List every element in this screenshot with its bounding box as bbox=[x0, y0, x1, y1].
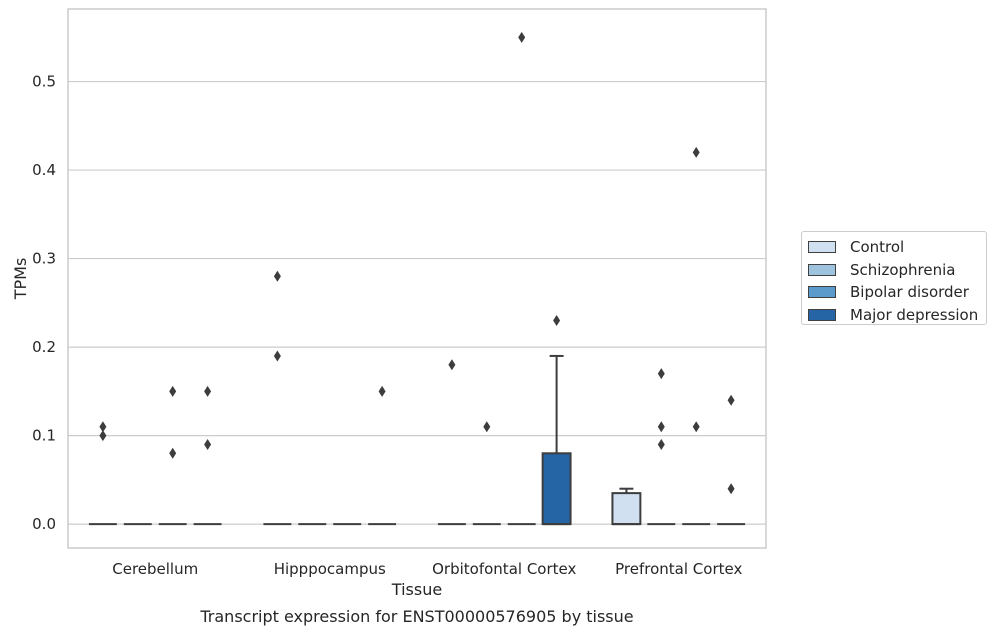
y-tick-label: 0.5 bbox=[32, 73, 56, 91]
outlier-point bbox=[204, 438, 212, 450]
outlier-point bbox=[273, 270, 281, 282]
box-body bbox=[541, 452, 572, 526]
y-tick-label: 0.4 bbox=[32, 161, 56, 179]
outlier-point bbox=[692, 146, 700, 158]
legend-item: Bipolar disorder bbox=[808, 281, 986, 304]
legend-item: Control bbox=[808, 236, 986, 259]
legend-swatch bbox=[808, 286, 836, 299]
y-tick-label: 0.3 bbox=[32, 250, 56, 268]
y-tick-label: 0.0 bbox=[32, 515, 56, 533]
outlier-point bbox=[169, 385, 177, 397]
x-tick-label: Prefrontal Cortex bbox=[615, 560, 742, 578]
outlier-point bbox=[727, 483, 735, 495]
legend-label: Control bbox=[850, 238, 905, 257]
x-axis-label: Tissue bbox=[391, 580, 442, 599]
legend: Control Schizophrenia Bipolar disorder Majo… bbox=[801, 231, 987, 325]
outlier-point bbox=[692, 421, 700, 433]
y-tick-label: 0.1 bbox=[32, 427, 56, 445]
legend-swatch bbox=[808, 241, 836, 254]
x-tick-label: Hipppocampus bbox=[274, 560, 386, 578]
chart-title: Transcript expression for ENST0000057690… bbox=[199, 607, 633, 626]
outlier-point bbox=[657, 421, 665, 433]
legend-label: Schizophrenia bbox=[850, 260, 956, 279]
outlier-point bbox=[483, 421, 491, 433]
legend-item: Major depression bbox=[808, 304, 986, 327]
box-control bbox=[611, 487, 642, 526]
box-body bbox=[611, 492, 642, 526]
outlier-point bbox=[657, 368, 665, 380]
outlier-point bbox=[518, 31, 526, 43]
outlier-point bbox=[204, 385, 212, 397]
outlier-point bbox=[448, 359, 456, 371]
box-plots bbox=[88, 354, 746, 526]
box-major-depression bbox=[541, 354, 572, 526]
x-tick-label: Orbitofontal Cortex bbox=[432, 560, 576, 578]
x-tick-labels: Cerebellum Hipppocampus Orbitofontal Corte… bbox=[112, 560, 742, 578]
y-tick-labels: 0.0 0.1 0.2 0.3 0.4 0.5 bbox=[32, 73, 56, 534]
legend-label: Bipolar disorder bbox=[850, 283, 969, 302]
outlier-point bbox=[273, 350, 281, 362]
legend-label: Major depression bbox=[850, 305, 979, 324]
outlier-point bbox=[99, 430, 107, 442]
outlier-point bbox=[99, 421, 107, 433]
outlier-point bbox=[553, 315, 561, 327]
outlier-markers bbox=[99, 31, 735, 495]
legend-item: Schizophrenia bbox=[808, 259, 986, 282]
legend-swatch bbox=[808, 263, 836, 276]
y-axis-label: TPMs bbox=[11, 258, 30, 301]
outlier-point bbox=[169, 447, 177, 459]
legend-swatch bbox=[808, 308, 836, 321]
outlier-point bbox=[727, 394, 735, 406]
y-tick-label: 0.2 bbox=[32, 338, 56, 356]
outlier-point bbox=[657, 438, 665, 450]
x-tick-label: Cerebellum bbox=[112, 560, 198, 578]
outlier-point bbox=[378, 385, 386, 397]
plot-frame bbox=[67, 8, 767, 549]
